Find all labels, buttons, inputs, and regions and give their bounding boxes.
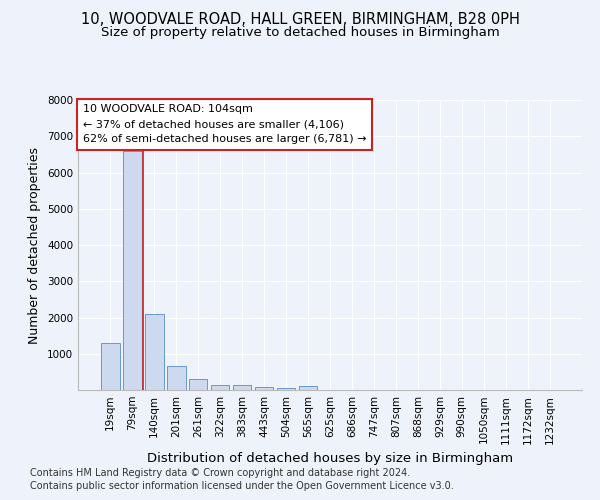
Bar — [101, 343, 119, 390]
Text: 10 WOODVALE ROAD: 104sqm
← 37% of detached houses are smaller (4,106)
62% of sem: 10 WOODVALE ROAD: 104sqm ← 37% of detach… — [83, 104, 367, 144]
Bar — [167, 366, 185, 390]
Bar — [211, 386, 229, 390]
Text: Contains HM Land Registry data © Crown copyright and database right 2024.: Contains HM Land Registry data © Crown c… — [30, 468, 410, 477]
Bar — [255, 386, 274, 390]
Text: Size of property relative to detached houses in Birmingham: Size of property relative to detached ho… — [101, 26, 499, 39]
Bar — [233, 386, 251, 390]
Bar — [299, 386, 317, 390]
Text: Contains public sector information licensed under the Open Government Licence v3: Contains public sector information licen… — [30, 481, 454, 491]
Bar — [277, 388, 295, 390]
Y-axis label: Number of detached properties: Number of detached properties — [28, 146, 41, 344]
X-axis label: Distribution of detached houses by size in Birmingham: Distribution of detached houses by size … — [147, 452, 513, 465]
Bar — [123, 151, 142, 390]
Text: 10, WOODVALE ROAD, HALL GREEN, BIRMINGHAM, B28 0PH: 10, WOODVALE ROAD, HALL GREEN, BIRMINGHA… — [80, 12, 520, 28]
Bar — [189, 379, 208, 390]
Bar — [145, 314, 164, 390]
